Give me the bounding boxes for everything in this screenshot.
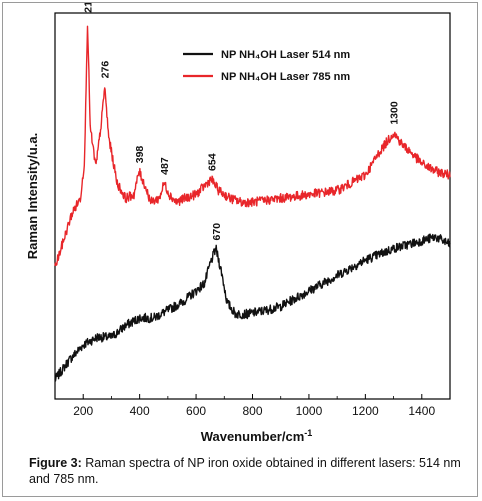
peak-label: 487 <box>159 157 171 175</box>
legend-label: NP NH₄OH Laser 514 nm <box>221 49 350 61</box>
peak-label: 1300 <box>389 101 401 125</box>
peak-label: 670 <box>211 223 223 241</box>
series-line-785nm <box>54 25 451 267</box>
series-line-514nm <box>54 233 451 382</box>
x-tick-label: 600 <box>186 404 206 418</box>
x-tick-label: 1400 <box>408 404 435 418</box>
peak-label: 398 <box>134 146 146 164</box>
x-tick-label: 400 <box>130 404 150 418</box>
x-tick-label: 800 <box>242 404 262 418</box>
raman-chart: 200 400 600 800 1000 1200 1400 Wavenumber/cm-1 R… <box>25 3 451 444</box>
x-tick-label: 1200 <box>352 404 379 418</box>
caption-label: Figure 3: <box>29 456 82 470</box>
x-tick-label: 200 <box>73 404 93 418</box>
figure-caption: Figure 3: Raman spectra of NP iron oxide… <box>29 455 469 487</box>
legend-label: NP NH₄OH Laser 785 nm <box>221 71 350 83</box>
peak-label: 276 <box>100 61 112 79</box>
peak-label: 215 <box>82 3 94 13</box>
x-axis-label: Wavenumber/cm-1 <box>201 428 313 444</box>
figure-frame: 200 400 600 800 1000 1200 1400 Wavenumber/cm-1 R… <box>2 2 478 497</box>
peak-label: 654 <box>206 153 218 171</box>
x-axis-label-superscript: -1 <box>304 428 312 438</box>
caption-text: Raman spectra of NP iron oxide obtained … <box>29 456 461 486</box>
y-axis-label: Raman Intensity/u.a. <box>25 133 40 259</box>
x-tick-label: 1000 <box>296 404 323 418</box>
